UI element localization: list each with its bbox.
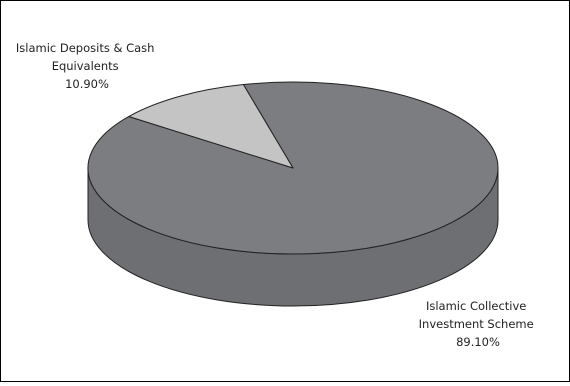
slice-label-deposits: Islamic Deposits & Cash Equivalents 10.9… (16, 41, 158, 91)
slice-value-cis: 89.10% (456, 335, 500, 349)
pie-slice-deposits-cash (128, 84, 294, 169)
slice-label-cis: Islamic Collective Investment Scheme 89.… (419, 299, 538, 349)
slice-label-cis-line-1: Islamic Collective (426, 299, 526, 313)
slice-label-deposits-line-1: Islamic Deposits & Cash (16, 41, 155, 55)
slice-label-deposits-line-2: Equivalents (52, 59, 119, 73)
slice-label-cis-line-2: Investment Scheme (419, 317, 534, 331)
slice-value-deposits: 10.90% (65, 77, 109, 91)
pie-top-group (87, 81, 499, 255)
